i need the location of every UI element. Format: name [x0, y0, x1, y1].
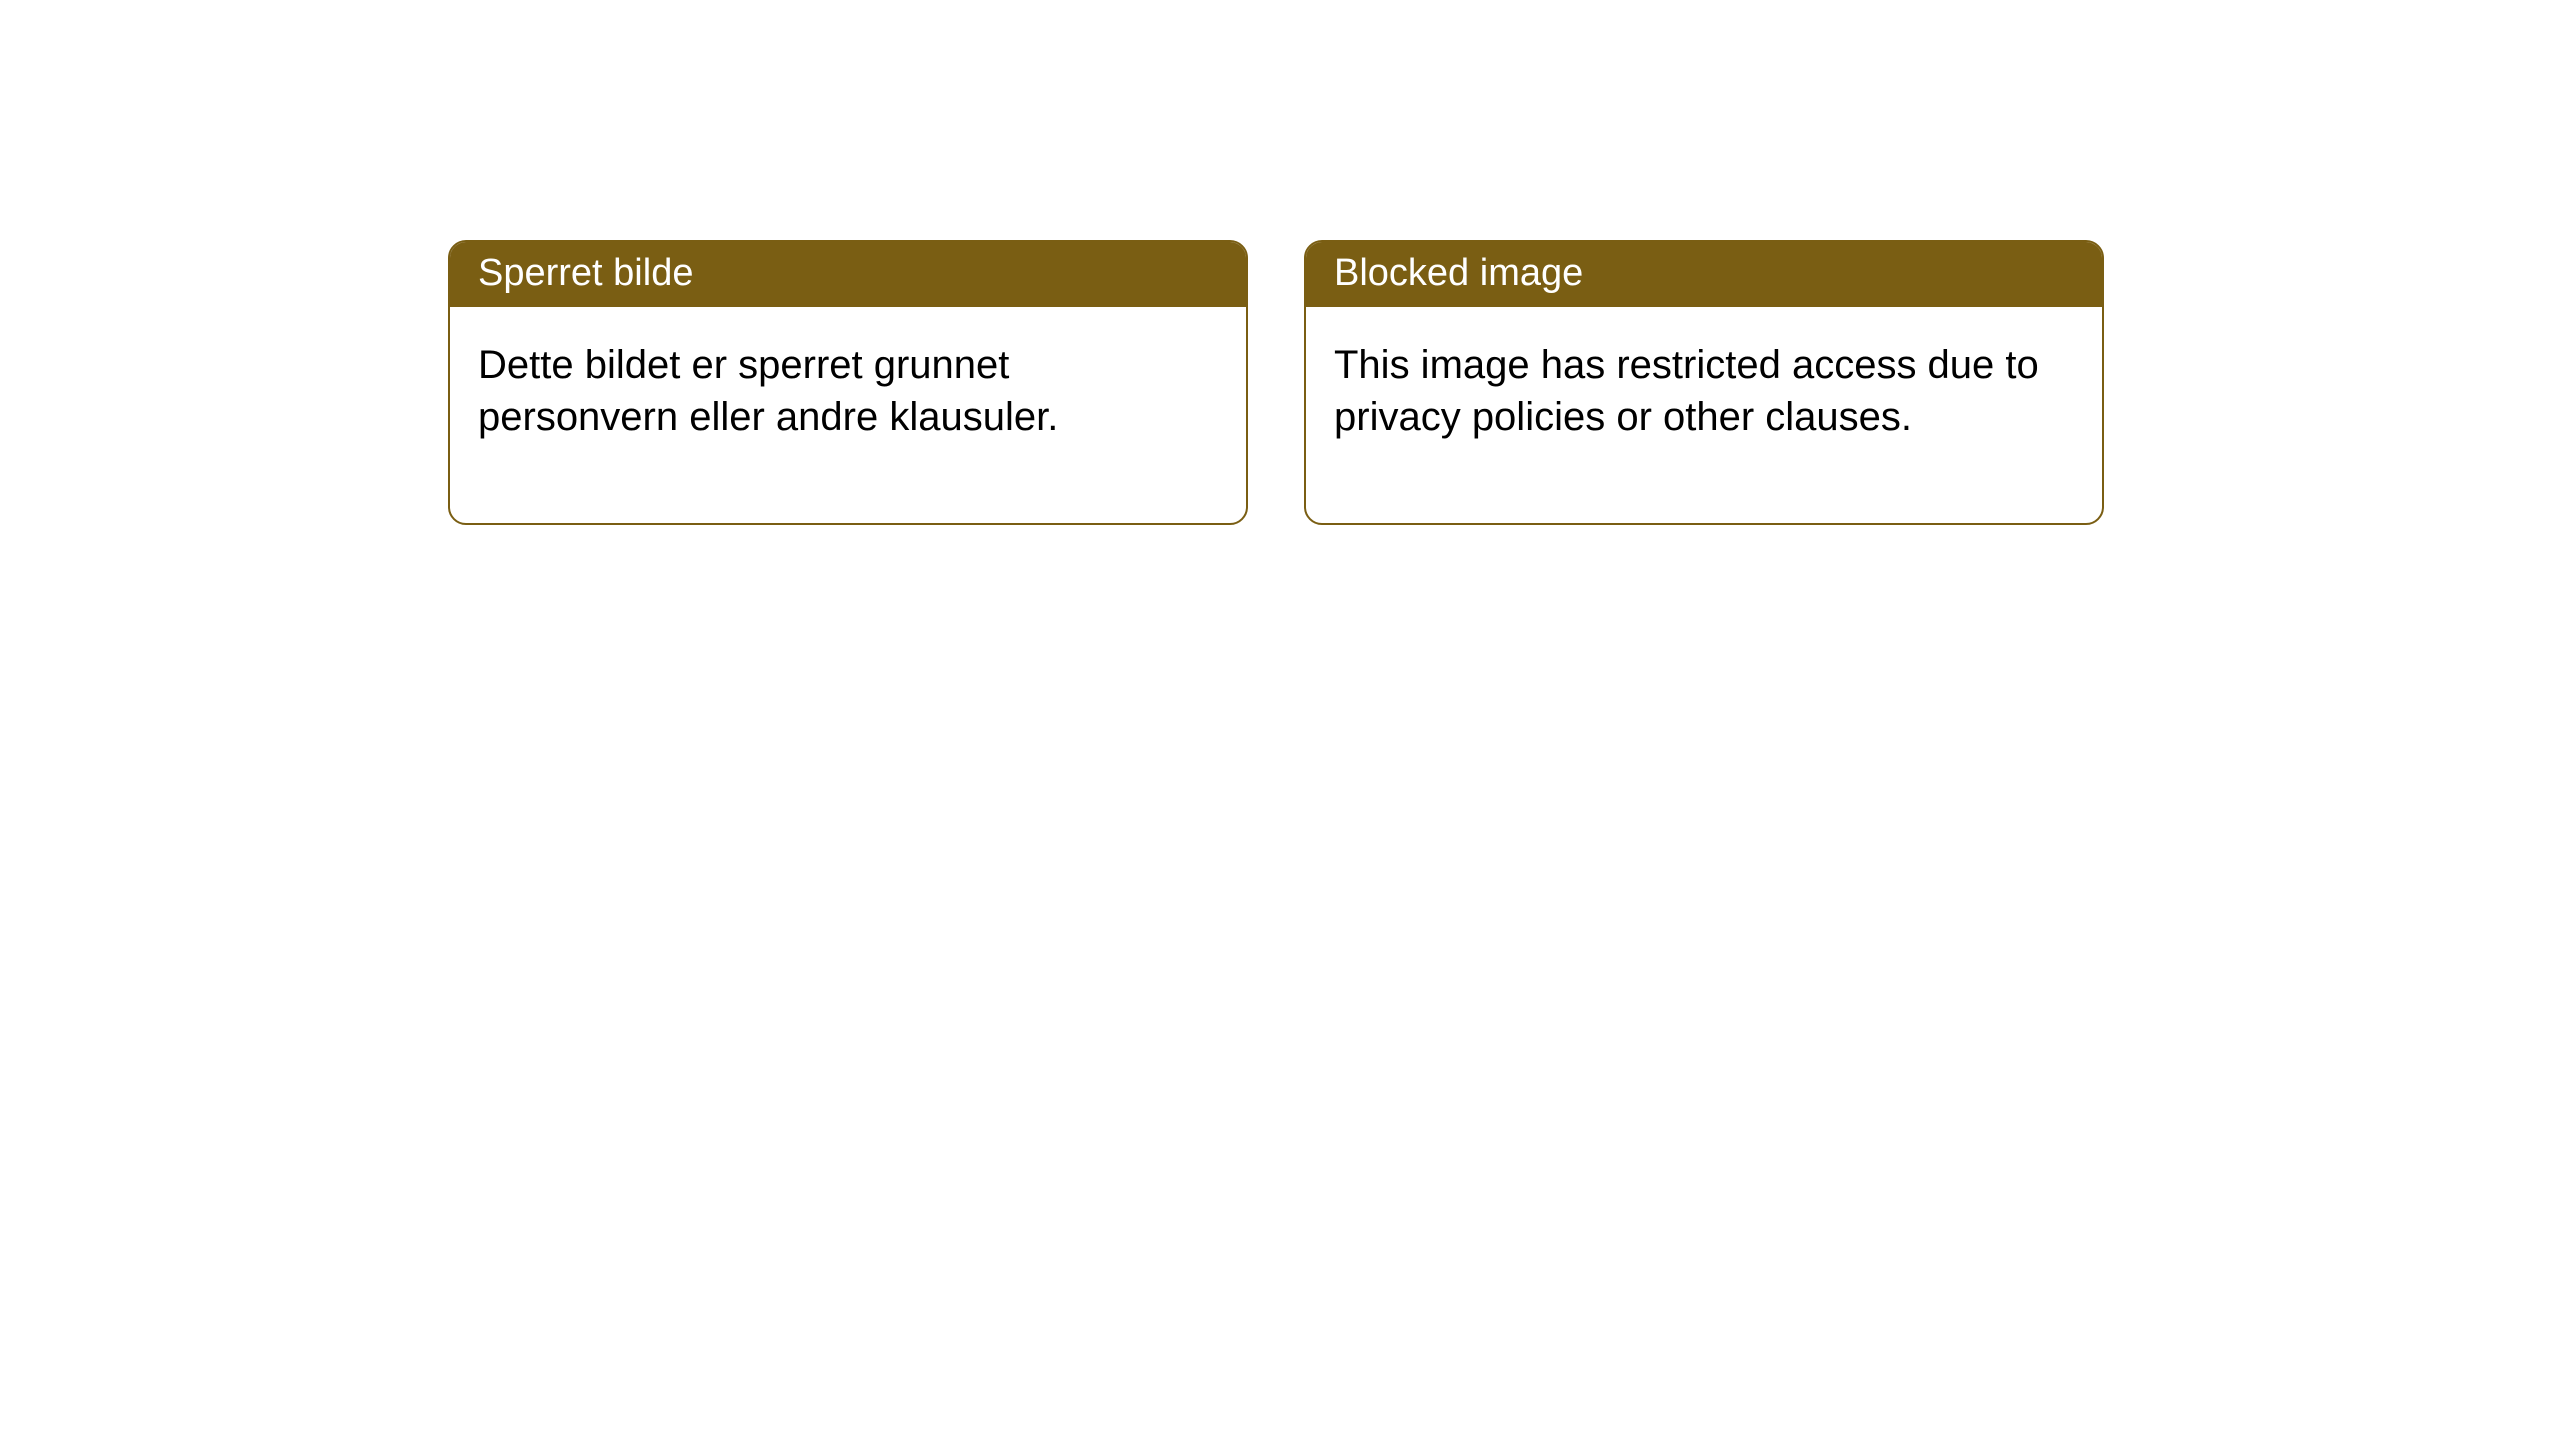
card-body-en: This image has restricted access due to … — [1306, 307, 2102, 523]
notice-container: Sperret bilde Dette bildet er sperret gr… — [0, 0, 2560, 525]
card-title-no: Sperret bilde — [478, 252, 693, 294]
blocked-image-notice-no: Sperret bilde Dette bildet er sperret gr… — [448, 240, 1248, 525]
blocked-image-notice-en: Blocked image This image has restricted … — [1304, 240, 2104, 525]
card-text-no: Dette bildet er sperret grunnet personve… — [478, 343, 1058, 439]
card-header-en: Blocked image — [1306, 242, 2102, 307]
card-title-en: Blocked image — [1334, 252, 1583, 294]
card-text-en: This image has restricted access due to … — [1334, 343, 2039, 439]
card-header-no: Sperret bilde — [450, 242, 1246, 307]
card-body-no: Dette bildet er sperret grunnet personve… — [450, 307, 1246, 523]
